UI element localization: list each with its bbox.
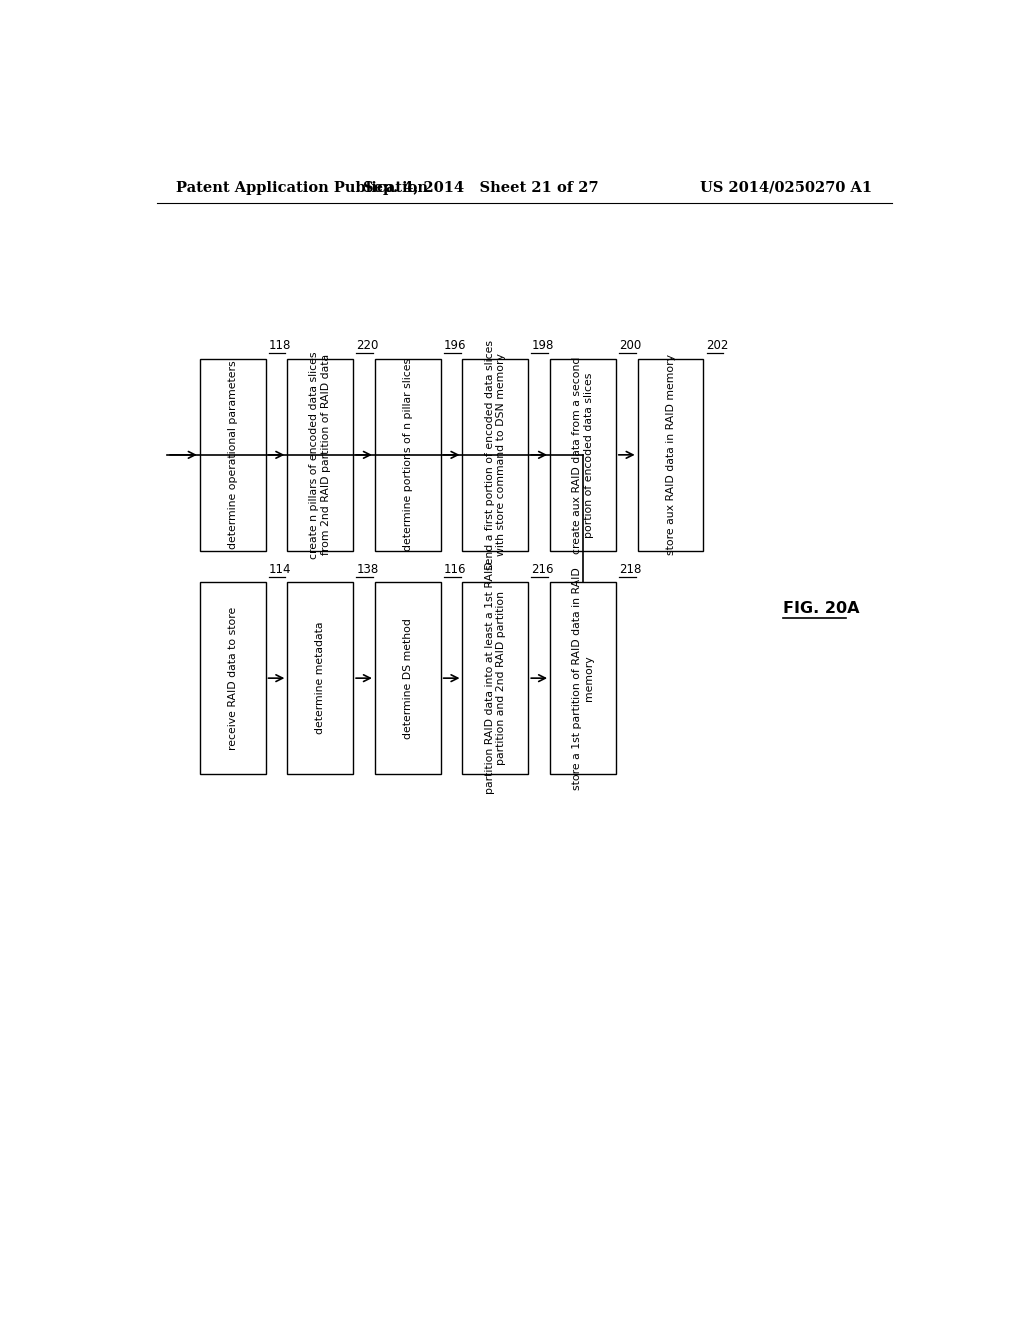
Bar: [638, 359, 703, 552]
Bar: [200, 359, 265, 552]
Text: determine DS method: determine DS method: [402, 618, 413, 739]
Text: store aux RAID data in RAID memory: store aux RAID data in RAID memory: [666, 354, 676, 556]
Text: 200: 200: [618, 339, 641, 352]
Text: determine metadata: determine metadata: [315, 622, 326, 734]
Text: 218: 218: [618, 562, 641, 576]
Text: 202: 202: [707, 339, 729, 352]
Text: send a first portion of encoded data slices
with store command to DSN memory: send a first portion of encoded data sli…: [484, 339, 506, 570]
Text: create n pillars of encoded data slices
from 2nd RAID partition of RAID data: create n pillars of encoded data slices …: [309, 351, 331, 558]
Text: create aux RAID data from a second
portion of encoded data slices: create aux RAID data from a second porti…: [572, 356, 594, 553]
Bar: [200, 582, 265, 775]
Text: 114: 114: [268, 562, 291, 576]
Bar: [375, 582, 440, 775]
Bar: [550, 582, 615, 775]
Bar: [463, 582, 528, 775]
Text: Sep. 4, 2014   Sheet 21 of 27: Sep. 4, 2014 Sheet 21 of 27: [362, 181, 598, 194]
Bar: [375, 359, 440, 552]
Text: partition RAID data into at least a 1st RAID
partition and 2nd RAID partition: partition RAID data into at least a 1st …: [484, 562, 506, 795]
Text: 220: 220: [356, 339, 379, 352]
Text: determine operational parameters: determine operational parameters: [227, 360, 238, 549]
Text: 116: 116: [443, 562, 466, 576]
Text: determine portions of n pillar slices: determine portions of n pillar slices: [402, 358, 413, 552]
Text: 118: 118: [268, 339, 291, 352]
Bar: [288, 582, 353, 775]
Text: Patent Application Publication: Patent Application Publication: [176, 181, 428, 194]
Text: receive RAID data to store: receive RAID data to store: [227, 606, 238, 750]
Text: FIG. 20A: FIG. 20A: [783, 602, 859, 616]
Text: 216: 216: [531, 562, 554, 576]
Bar: [288, 359, 353, 552]
Text: 198: 198: [531, 339, 554, 352]
Text: US 2014/0250270 A1: US 2014/0250270 A1: [699, 181, 872, 194]
Bar: [463, 359, 528, 552]
Text: 138: 138: [356, 562, 379, 576]
Text: store a 1st partition of RAID data in RAID
memory: store a 1st partition of RAID data in RA…: [572, 566, 594, 789]
Text: 196: 196: [443, 339, 466, 352]
Bar: [550, 359, 615, 552]
